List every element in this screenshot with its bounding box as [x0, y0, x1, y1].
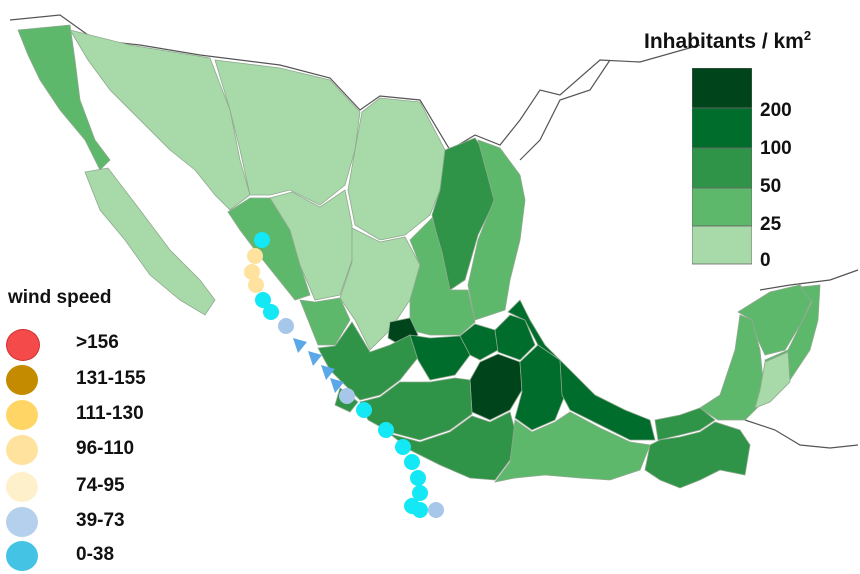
track-point-17	[412, 485, 428, 501]
track-point-6	[278, 318, 294, 334]
population-bin-100	[692, 107, 752, 149]
population-label-200: 200	[760, 100, 792, 121]
track-point-0	[254, 232, 270, 248]
track-point-7	[293, 338, 307, 353]
state-chiapas	[644, 421, 751, 489]
state-veracruz	[507, 299, 656, 441]
wind-swatch-cat2	[6, 435, 38, 465]
wind-swatch-tropical-storm	[6, 507, 38, 537]
track-point-14	[395, 439, 411, 455]
wind-label-cat2: 96-110	[76, 438, 135, 459]
track-point-16	[410, 470, 426, 486]
state-hidalgo	[494, 314, 536, 361]
track-point-11	[339, 388, 355, 404]
state-sonora	[69, 29, 251, 211]
wind-legend-title: wind speed	[8, 287, 112, 308]
population-bin-0	[692, 225, 752, 265]
state-coahuila	[347, 97, 446, 241]
state-yucatan	[737, 284, 813, 356]
track-point-10	[330, 378, 344, 393]
track-point-1	[247, 248, 263, 264]
state-san-luis-potosi	[409, 217, 476, 336]
population-label-25: 25	[760, 214, 782, 235]
population-label-50: 50	[760, 176, 782, 197]
population-bin-25	[692, 187, 752, 227]
track-point-13	[378, 422, 394, 438]
state-guanajuato	[409, 334, 471, 381]
wind-swatch-cat3	[6, 400, 38, 430]
population-bin-200	[692, 68, 752, 109]
florida-coast	[519, 59, 611, 161]
wind-swatch-depression	[6, 541, 38, 571]
wind-label-cat3: 111-130	[76, 403, 144, 424]
state-campeche	[699, 314, 766, 421]
us-border-line	[9, 14, 701, 151]
track-point-19	[412, 502, 428, 518]
wind-swatch-cat4	[6, 365, 38, 395]
wind-label-cat5: >156	[76, 332, 119, 353]
state-baja-california-sur	[84, 167, 216, 316]
guatemala-border	[744, 419, 859, 449]
wind-label-cat4: 131-155	[76, 368, 146, 389]
population-bin-50	[692, 147, 752, 189]
track-point-2	[244, 264, 260, 280]
state-oaxaca	[494, 411, 651, 483]
track-point-8	[308, 351, 322, 366]
wind-swatch-cat5	[6, 329, 40, 361]
cuba-coast	[759, 269, 859, 291]
population-legend-ramp	[692, 68, 752, 265]
hurricane-track	[244, 232, 444, 518]
state-baja-california	[17, 24, 111, 171]
track-point-5	[263, 304, 279, 320]
track-point-20	[428, 502, 444, 518]
population-legend-title: Inhabitants / km2	[644, 28, 812, 53]
state-quintana-roo-south	[754, 351, 791, 409]
state-chihuahua	[214, 59, 361, 206]
population-label-0: 0	[760, 250, 771, 271]
wind-label-tropical-storm: 39-73	[76, 510, 125, 531]
state-tamaulipas	[467, 139, 526, 321]
track-point-4	[255, 292, 271, 308]
wind-label-depression: 0-38	[76, 544, 115, 565]
track-point-12	[356, 402, 372, 418]
track-point-15	[404, 454, 420, 470]
population-label-100: 100	[760, 138, 792, 159]
state-sinaloa	[227, 197, 311, 301]
track-point-3	[248, 277, 264, 293]
wind-label-cat1: 74-95	[76, 475, 125, 496]
track-point-9	[321, 365, 335, 380]
state-mexico	[469, 353, 523, 421]
state-tabasco	[654, 407, 716, 441]
wind-swatch-cat1	[6, 472, 38, 502]
state-nayarit	[299, 297, 351, 346]
